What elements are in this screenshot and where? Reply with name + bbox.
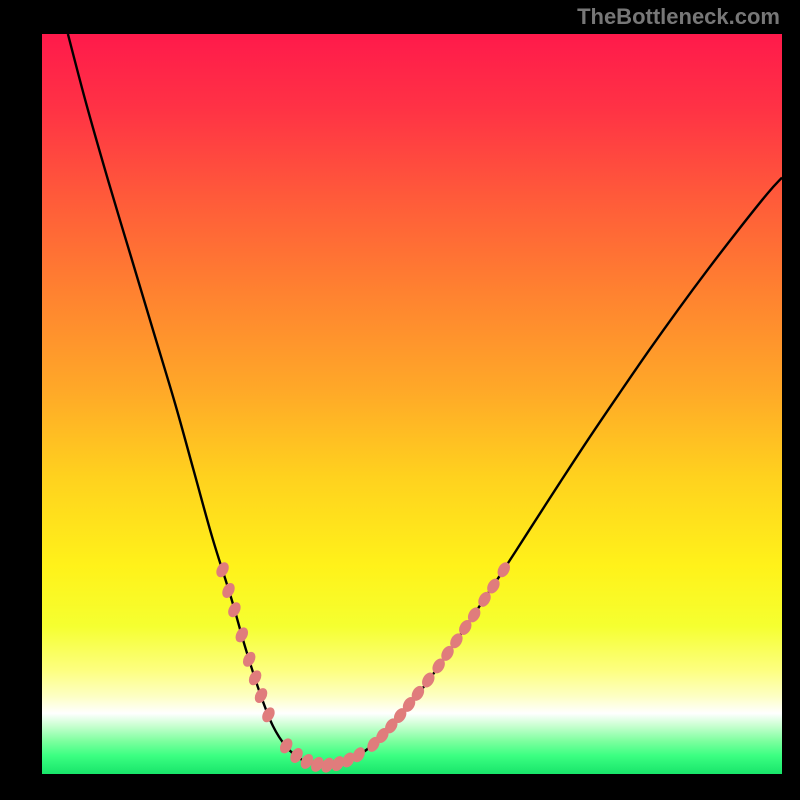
attribution-label: TheBottleneck.com <box>577 4 780 29</box>
chart-plot-area <box>42 34 782 774</box>
bottleneck-chart: TheBottleneck.com <box>0 0 800 800</box>
